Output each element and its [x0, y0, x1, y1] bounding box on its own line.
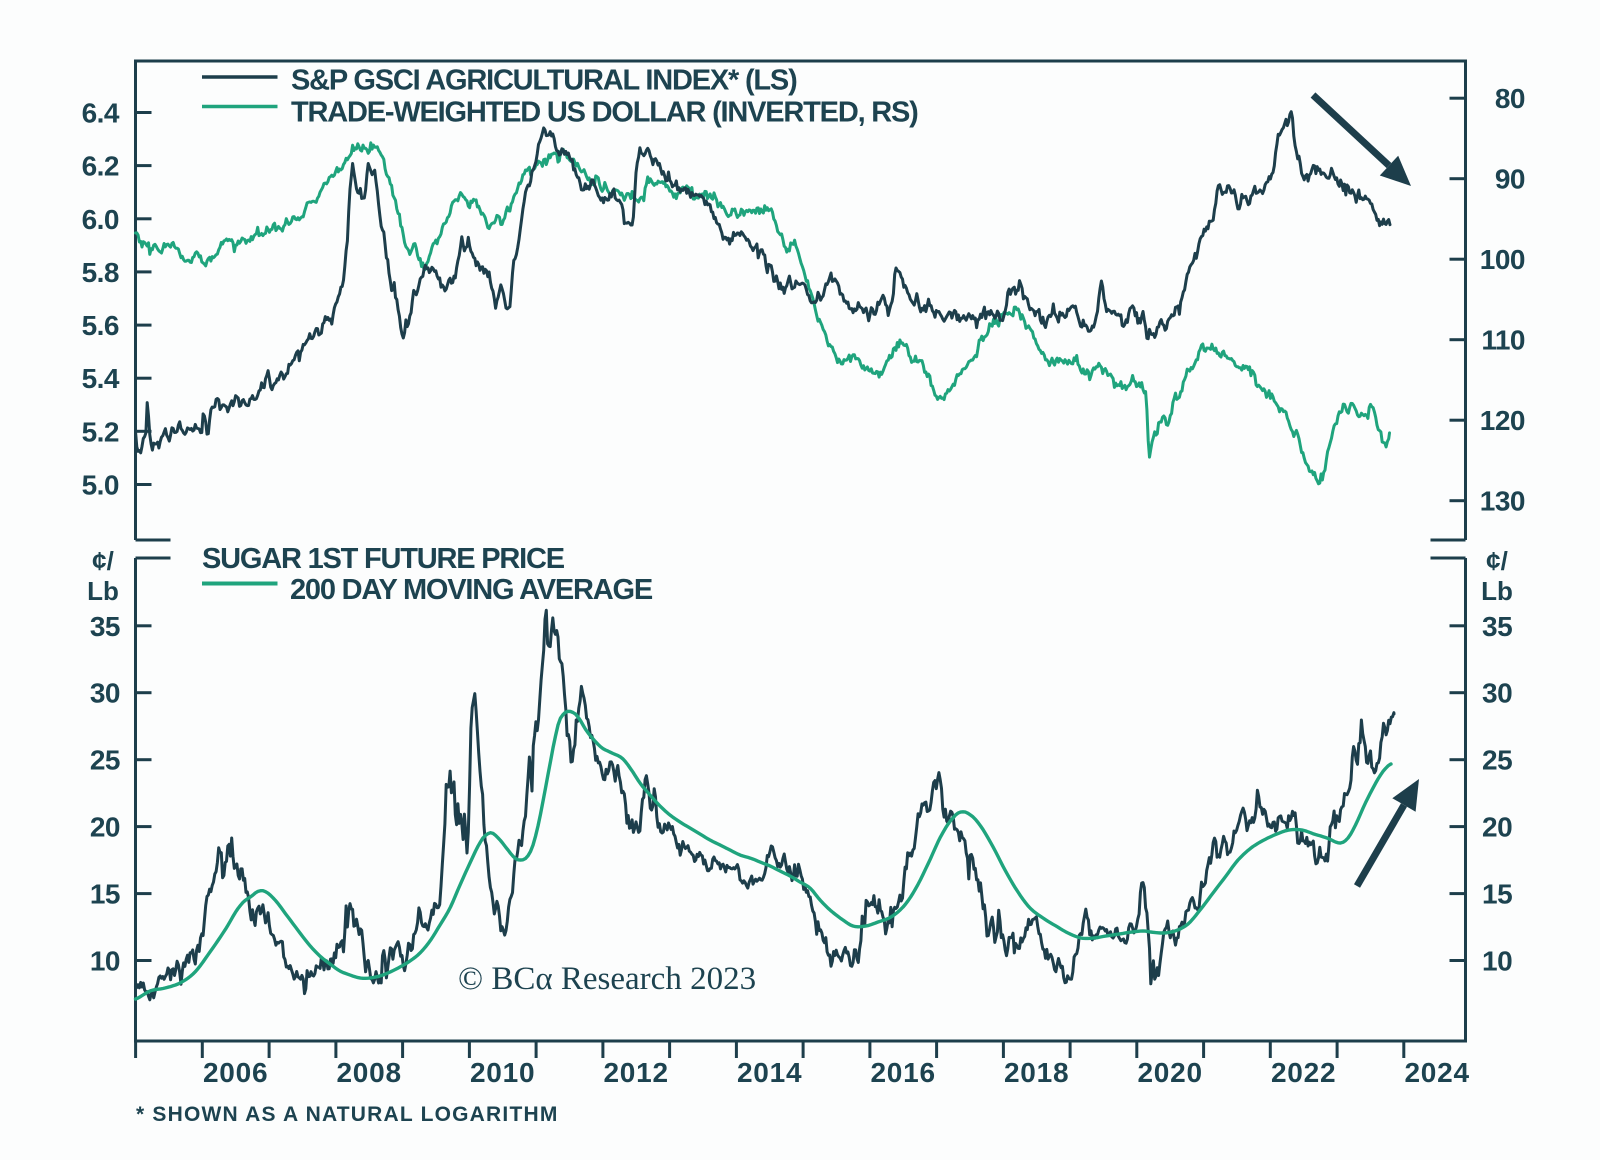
- svg-text:25: 25: [1482, 745, 1512, 776]
- svg-text:5.6: 5.6: [82, 310, 119, 341]
- svg-text:2018: 2018: [1004, 1057, 1070, 1088]
- svg-text:Lb: Lb: [1481, 576, 1513, 606]
- svg-text:130: 130: [1480, 486, 1525, 517]
- svg-text:2010: 2010: [470, 1057, 536, 1088]
- svg-text:SUGAR 1ST FUTURE PRICE: SUGAR 1ST FUTURE PRICE: [202, 543, 565, 575]
- svg-text:15: 15: [90, 879, 120, 910]
- svg-text:20: 20: [1482, 812, 1512, 843]
- svg-text:100: 100: [1480, 244, 1525, 275]
- svg-text:6.0: 6.0: [82, 204, 119, 235]
- svg-text:35: 35: [1482, 611, 1512, 642]
- svg-text:2022: 2022: [1271, 1057, 1337, 1088]
- svg-text:90: 90: [1495, 164, 1525, 195]
- svg-text:2008: 2008: [336, 1057, 402, 1088]
- svg-text:Lb: Lb: [87, 576, 119, 606]
- svg-text:* SHOWN AS A NATURAL LOGARITHM: * SHOWN AS A NATURAL LOGARITHM: [136, 1103, 559, 1126]
- svg-text:110: 110: [1481, 325, 1525, 356]
- svg-text:S&P GSCI AGRICULTURAL INDEX* (: S&P GSCI AGRICULTURAL INDEX* (LS): [291, 65, 797, 97]
- svg-text:200 DAY MOVING AVERAGE: 200 DAY MOVING AVERAGE: [290, 574, 653, 606]
- svg-text:6.2: 6.2: [82, 151, 119, 182]
- svg-text:© BCα Research 2023: © BCα Research 2023: [458, 961, 756, 997]
- svg-text:5.0: 5.0: [82, 470, 119, 501]
- svg-text:35: 35: [90, 611, 120, 642]
- svg-text:2024: 2024: [1404, 1057, 1470, 1088]
- svg-text:120: 120: [1480, 405, 1525, 436]
- svg-text:2016: 2016: [870, 1057, 936, 1088]
- svg-text:20: 20: [90, 812, 120, 843]
- svg-text:25: 25: [90, 745, 120, 776]
- svg-text:10: 10: [1482, 946, 1512, 977]
- svg-text:2020: 2020: [1137, 1057, 1203, 1088]
- svg-text:10: 10: [90, 946, 120, 977]
- svg-text:TRADE-WEIGHTED US DOLLAR (INVE: TRADE-WEIGHTED US DOLLAR (INVERTED, RS): [291, 97, 918, 129]
- svg-text:6.4: 6.4: [82, 98, 120, 129]
- svg-text:5.8: 5.8: [82, 257, 119, 288]
- svg-text:30: 30: [90, 678, 120, 709]
- svg-text:¢/: ¢/: [92, 546, 114, 576]
- svg-text:¢/: ¢/: [1486, 546, 1508, 576]
- svg-text:15: 15: [1482, 879, 1512, 910]
- svg-text:5.2: 5.2: [82, 416, 119, 447]
- svg-text:2014: 2014: [737, 1057, 803, 1088]
- svg-text:80: 80: [1495, 83, 1525, 114]
- svg-text:5.4: 5.4: [82, 363, 120, 394]
- svg-text:2012: 2012: [603, 1057, 669, 1088]
- svg-text:2006: 2006: [203, 1057, 269, 1088]
- svg-text:30: 30: [1482, 678, 1512, 709]
